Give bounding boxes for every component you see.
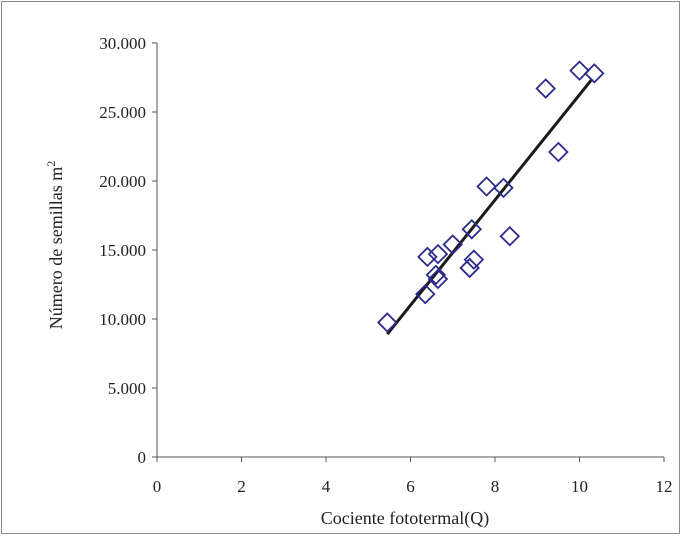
x-axis-title: Cociente fototermal(Q) bbox=[321, 508, 489, 529]
data-point bbox=[425, 264, 447, 286]
data-points bbox=[376, 60, 605, 333]
trendline bbox=[386, 77, 594, 336]
data-point bbox=[376, 312, 398, 333]
data-point bbox=[459, 257, 480, 279]
y-axis-title: Número de semillas m2 bbox=[44, 161, 66, 329]
data-point bbox=[427, 243, 449, 265]
y-tick-label: 30.000 bbox=[99, 34, 146, 53]
x-tick-label: 2 bbox=[237, 477, 246, 496]
y-tick-label: 5.000 bbox=[108, 379, 146, 398]
x-tick-label: 4 bbox=[322, 477, 331, 496]
data-point bbox=[493, 177, 514, 199]
trendline-group bbox=[386, 77, 594, 336]
data-point bbox=[415, 283, 436, 305]
y-tick-label: 10.000 bbox=[99, 310, 146, 329]
y-tick-label: 25.000 bbox=[99, 103, 146, 122]
y-tick-label: 20.000 bbox=[99, 172, 146, 191]
axes bbox=[156, 43, 664, 458]
data-point bbox=[427, 268, 449, 290]
data-point bbox=[442, 234, 464, 255]
y-tick-label: 15.000 bbox=[99, 241, 146, 260]
data-point bbox=[499, 225, 521, 247]
data-point bbox=[417, 246, 438, 268]
y-axis-title-superscript: 2 bbox=[44, 161, 58, 167]
x-tick-label: 8 bbox=[491, 477, 500, 496]
data-point bbox=[535, 78, 556, 99]
x-tick-label: 6 bbox=[406, 477, 415, 496]
ticks: 0 5.000 10.000 15.000 20.000 25.000 30.000 0 2 4 6… bbox=[99, 34, 672, 496]
data-point bbox=[476, 176, 497, 197]
y-tick-label: 0 bbox=[138, 448, 147, 467]
data-point bbox=[463, 249, 485, 270]
y-axis-title-main: Número de semillas m bbox=[46, 167, 66, 329]
x-tick-label: 10 bbox=[571, 477, 588, 496]
data-point bbox=[569, 60, 590, 81]
x-tick-label: 0 bbox=[153, 477, 162, 496]
data-point bbox=[548, 141, 569, 163]
data-point bbox=[461, 219, 483, 240]
data-point bbox=[584, 63, 605, 84]
x-tick-label: 12 bbox=[656, 477, 673, 496]
